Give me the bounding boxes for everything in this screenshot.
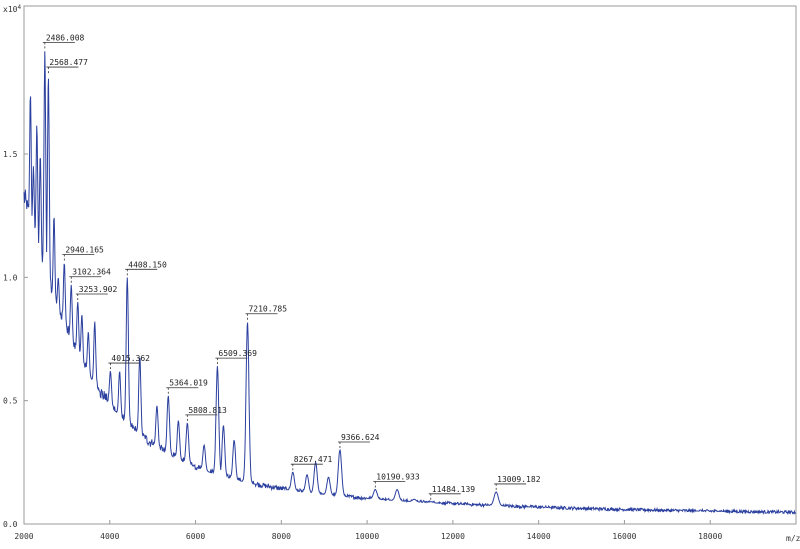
peak-label: 2568.477: [49, 58, 88, 67]
x-tick-label: 6000: [186, 532, 205, 541]
peak-label: 8267.471: [294, 455, 333, 464]
peak-label: 5808.813: [188, 406, 227, 415]
y-tick-label: 1.5: [3, 150, 18, 159]
peak-label: 7210.785: [248, 305, 287, 314]
x-axis-label: m/z: [786, 534, 800, 543]
y-tick-label: 0.5: [3, 397, 18, 406]
peak-label: 3102.364: [72, 268, 111, 277]
peak-label: 5364.019: [169, 379, 208, 388]
x-tick-label: 10000: [355, 532, 379, 541]
spectrum-line: [23, 51, 797, 516]
x-axis-ticks: 2000 4000 6000 8000 10000 12000 14000 16000 1800…: [14, 520, 722, 541]
x-tick-label: 2000: [14, 532, 33, 541]
x-tick-label: 4000: [100, 532, 119, 541]
peak-label: 4408.150: [128, 260, 167, 269]
peak-label: 9366.624: [341, 433, 380, 442]
peak-label: 10190.933: [376, 472, 420, 481]
y-axis-ticks: 0.0 0.5 1.0 1.5: [3, 150, 28, 529]
y-tick-label: 0.0: [3, 520, 18, 529]
x-tick-label: 8000: [272, 532, 291, 541]
peak-label: 2940.165: [65, 246, 104, 255]
x-tick-label: 18000: [698, 532, 722, 541]
y-tick-label: 1.0: [3, 273, 18, 282]
peak-label: 3253.902: [79, 285, 118, 294]
plot-frame: [23, 5, 797, 525]
y-exponent-power: 4: [17, 4, 21, 11]
x-tick-label: 16000: [612, 532, 636, 541]
y-exponent-label: x104: [3, 4, 21, 14]
peak-annotations: 2486.008 2568.477 2940.165 3102.364 3253.902…: [42, 33, 541, 502]
peak-label: 2486.008: [46, 33, 85, 42]
x-tick-label: 14000: [527, 532, 551, 541]
spectrum-series: [23, 51, 797, 516]
peak-label: 11484.139: [432, 485, 476, 494]
x-tick-label: 12000: [441, 532, 465, 541]
peak-label: 13009.182: [497, 475, 541, 484]
peak-label: 4015.362: [111, 354, 150, 363]
peak-label: 6509.369: [218, 349, 257, 358]
